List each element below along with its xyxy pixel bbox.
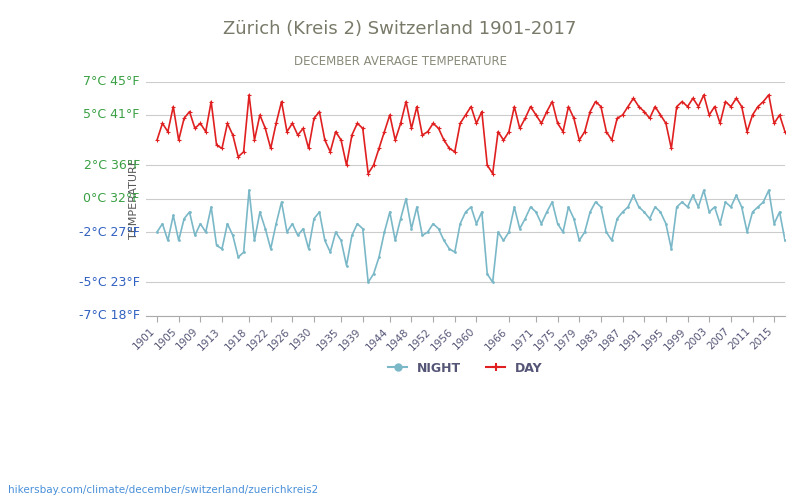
Text: 2°C 36°F: 2°C 36°F (83, 158, 140, 172)
Y-axis label: TEMPERATURE: TEMPERATURE (130, 158, 139, 239)
Text: Zürich (Kreis 2) Switzerland 1901-2017: Zürich (Kreis 2) Switzerland 1901-2017 (223, 20, 577, 38)
Text: 0°C 32°F: 0°C 32°F (83, 192, 140, 205)
Text: -5°C 23°F: -5°C 23°F (79, 276, 140, 289)
Text: 5°C 41°F: 5°C 41°F (83, 108, 140, 122)
Legend: NIGHT, DAY: NIGHT, DAY (383, 357, 548, 380)
Text: -2°C 27°F: -2°C 27°F (79, 226, 140, 238)
Text: -7°C 18°F: -7°C 18°F (79, 309, 140, 322)
Text: 7°C 45°F: 7°C 45°F (83, 75, 140, 88)
Text: DECEMBER AVERAGE TEMPERATURE: DECEMBER AVERAGE TEMPERATURE (294, 55, 506, 68)
Text: hikersbay.com/climate/december/switzerland/zuerichkreis2: hikersbay.com/climate/december/switzerla… (8, 485, 318, 495)
